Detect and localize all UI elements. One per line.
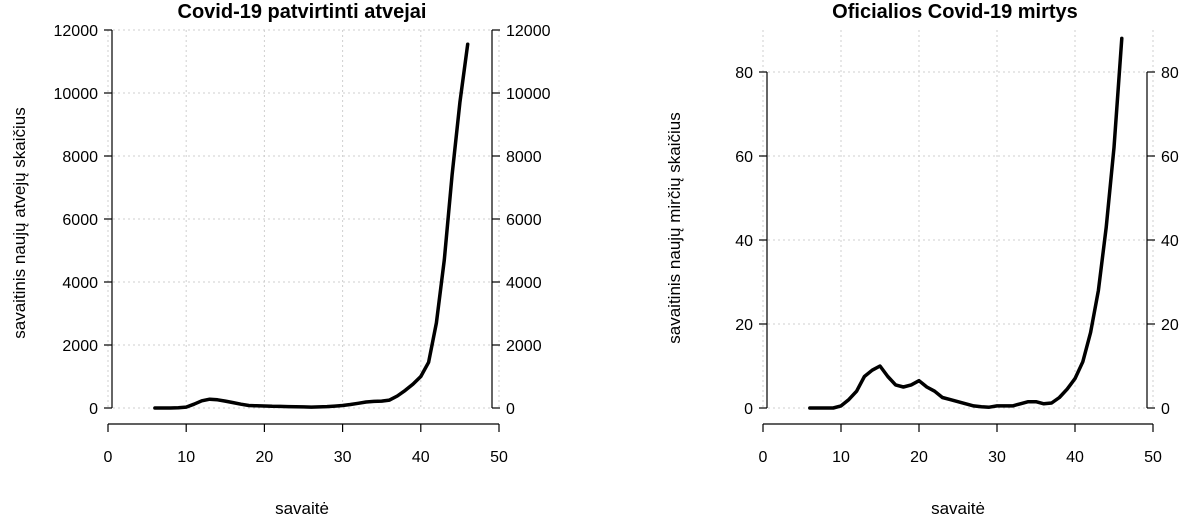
cases-x-tick-label-5: 50 (490, 449, 508, 466)
deaths-chart-xlabel: savaitė (931, 499, 985, 518)
cases-y-tick-label-right-6: 12000 (506, 23, 551, 40)
deaths-x-tick-label-3: 30 (988, 449, 1006, 466)
cases-y-tick-label-right-4: 8000 (506, 149, 542, 166)
cases-x-tick-label-1: 10 (177, 449, 195, 466)
cases-x-tick-label-0: 0 (104, 449, 113, 466)
deaths-x-tick-label-1: 10 (832, 449, 850, 466)
cases-y-tick-label-right-3: 6000 (506, 212, 542, 229)
cases-y-tick-label-left-5: 10000 (54, 86, 99, 103)
deaths-series-line-0 (808, 36, 1124, 410)
cases-chart-ylabel: savaitinis naujų atvejų skaičius (10, 107, 29, 339)
deaths-y-tick-label-left-0: 0 (744, 401, 753, 418)
cases-y-tick-label-left-2: 4000 (62, 275, 98, 292)
deaths-chart: Oficialios Covid-19 mirtys savaitinis na… (665, 1, 1179, 518)
cases-chart-title: Covid-19 patvirtinti atvejai (178, 1, 427, 23)
deaths-chart-title: Oficialios Covid-19 mirtys (832, 1, 1078, 23)
cases-chart-marks: 0 10 20 30 40 50 0 2000 4000 6000 8000 10000 12000 0 2… (54, 23, 551, 466)
cases-y-tick-label-left-3: 6000 (62, 212, 98, 229)
deaths-y-tick-label-left-1: 20 (735, 317, 753, 334)
deaths-chart-ylabel: savaitinis naujų mirčių skaičius (665, 112, 684, 343)
deaths-y-tick-label-right-2: 40 (1161, 233, 1179, 250)
deaths-y-tick-label-right-3: 60 (1161, 149, 1179, 166)
cases-chart: Covid-19 patvirtinti atvejai savaitinis … (10, 1, 551, 518)
cases-y-tick-label-left-1: 2000 (62, 338, 98, 355)
cases-series-line-0 (153, 42, 470, 410)
deaths-y-tick-label-right-1: 20 (1161, 317, 1179, 334)
cases-x-tick-label-2: 20 (256, 449, 274, 466)
deaths-y-tick-label-right-0: 0 (1161, 401, 1170, 418)
deaths-y-tick-label-left-3: 60 (735, 149, 753, 166)
deaths-y-tick-label-left-4: 80 (735, 65, 753, 82)
deaths-x-tick-label-4: 40 (1066, 449, 1084, 466)
cases-x-tick-label-4: 40 (412, 449, 430, 466)
deaths-y-tick-label-right-4: 80 (1161, 65, 1179, 82)
deaths-x-tick-label-0: 0 (759, 449, 768, 466)
deaths-x-tick-label-2: 20 (910, 449, 928, 466)
deaths-x-tick-label-5: 50 (1144, 449, 1162, 466)
deaths-y-tick-label-left-2: 40 (735, 233, 753, 250)
cases-y-tick-label-left-0: 0 (89, 401, 98, 418)
cases-chart-xlabel: savaitė (275, 499, 329, 518)
cases-y-tick-label-right-0: 0 (506, 401, 515, 418)
cases-y-tick-label-right-2: 4000 (506, 275, 542, 292)
cases-y-tick-label-right-1: 2000 (506, 338, 542, 355)
cases-y-tick-label-left-4: 8000 (62, 149, 98, 166)
deaths-chart-marks: 0 10 20 30 40 50 0 20 40 60 80 0 20 40 60 80 (735, 30, 1179, 466)
cases-x-tick-label-3: 30 (334, 449, 352, 466)
cases-y-tick-label-right-5: 10000 (506, 86, 551, 103)
cases-y-tick-label-left-6: 12000 (54, 23, 99, 40)
